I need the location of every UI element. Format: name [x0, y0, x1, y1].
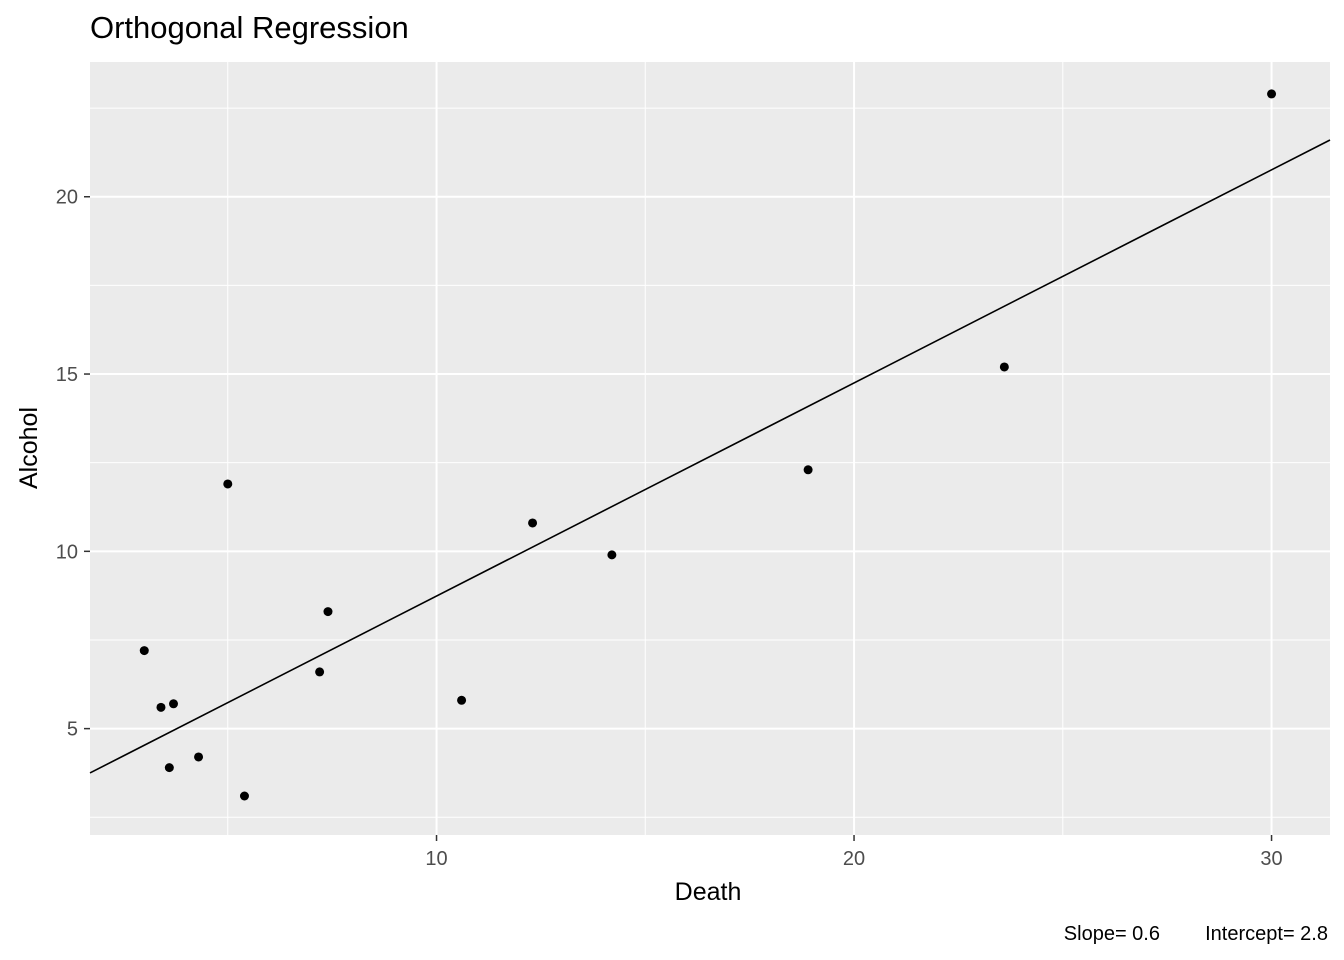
grid-major [90, 62, 1330, 835]
data-point [164, 763, 174, 773]
x-tick-label: 20 [843, 848, 865, 870]
data-point [169, 699, 179, 709]
chart-title: Orthogonal Regression [90, 10, 409, 45]
y-tick-label: 20 [56, 187, 78, 209]
y-tick-label: 15 [56, 364, 78, 386]
tick-labels: 10 20 30 5 10 15 20 [56, 187, 1283, 870]
x-tick-label: 10 [425, 848, 447, 870]
data-point [194, 752, 204, 762]
x-axis-title: Death [675, 878, 742, 906]
data-points [139, 89, 1277, 801]
plot-panel [90, 62, 1330, 835]
x-tick-label: 30 [1260, 848, 1282, 870]
data-point [223, 479, 233, 489]
data-point [803, 465, 813, 475]
data-point [315, 667, 325, 677]
data-point [139, 646, 149, 656]
y-tick-label: 10 [56, 541, 78, 563]
data-point [607, 550, 617, 560]
y-tick-label: 5 [67, 719, 78, 741]
data-point [999, 362, 1009, 372]
data-point [239, 791, 249, 801]
y-axis-title: Alcohol [15, 407, 43, 489]
data-point [528, 518, 538, 528]
data-point [323, 607, 333, 617]
data-point [156, 702, 166, 712]
intercept-caption: Intercept= 2.8 [1205, 923, 1328, 945]
slope-caption: Slope= 0.6 [1064, 923, 1160, 945]
regression-line [89, 139, 1331, 774]
axis-ticks [84, 195, 1273, 841]
data-point [1267, 89, 1277, 99]
grid-minor [90, 62, 1330, 835]
data-point [457, 695, 467, 705]
